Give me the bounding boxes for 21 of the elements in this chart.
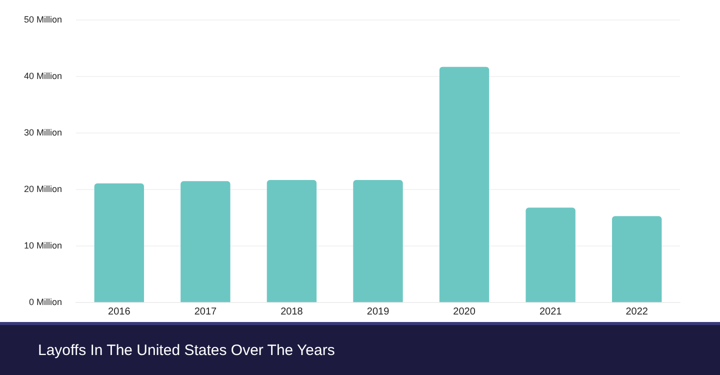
y-tick-label: 40 Million <box>24 71 62 82</box>
x-tick-label: 2021 <box>539 306 562 318</box>
x-tick-label: 2020 <box>453 306 476 318</box>
y-tick-label: 20 Million <box>24 184 62 194</box>
bar <box>94 183 144 302</box>
x-tick-label: 2017 <box>194 306 217 318</box>
y-tick-label: 0 Million <box>29 297 62 308</box>
bar <box>353 180 403 302</box>
x-tick-label: 2016 <box>108 306 131 318</box>
x-tick-label: 2018 <box>280 306 304 318</box>
bar <box>266 180 317 302</box>
y-tick-label: 50 Million <box>24 14 62 24</box>
bar <box>612 216 662 302</box>
bar <box>439 66 490 302</box>
bar <box>526 208 576 302</box>
bar <box>180 181 230 302</box>
y-tick-label: 10 Million <box>24 240 62 251</box>
x-tick-label: 2022 <box>626 306 648 318</box>
y-tick-label: 30 Million <box>24 128 62 138</box>
x-tick-label: 2019 <box>366 306 390 318</box>
text: Layoffs In The United States Over The Years <box>38 342 335 358</box>
